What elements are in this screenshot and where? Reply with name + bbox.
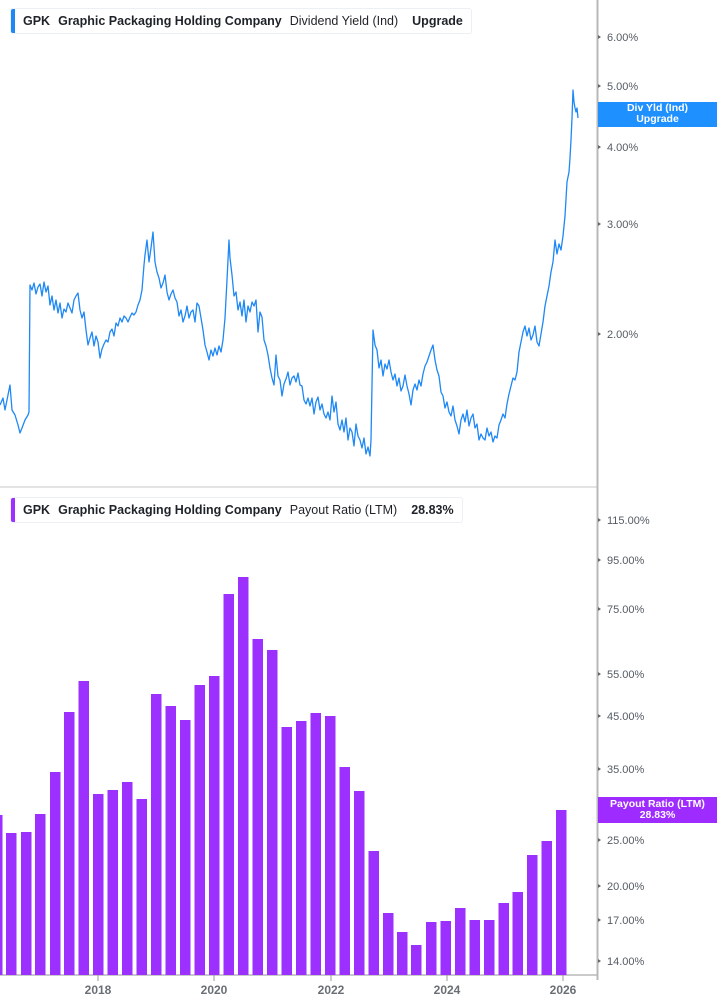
bar[interactable] — [368, 851, 380, 975]
svg-text:5.00%: 5.00% — [607, 81, 638, 93]
bar[interactable] — [498, 903, 510, 975]
bar[interactable] — [35, 814, 46, 975]
bar[interactable] — [383, 913, 394, 975]
bar[interactable] — [93, 794, 104, 975]
bar[interactable] — [310, 713, 322, 975]
bar[interactable] — [411, 945, 422, 975]
bar[interactable] — [484, 920, 495, 975]
bar[interactable] — [426, 922, 437, 975]
bar[interactable] — [397, 932, 408, 975]
bar[interactable] — [556, 810, 567, 975]
bar[interactable] — [325, 716, 336, 975]
svg-text:20.00%: 20.00% — [607, 881, 645, 893]
payout-ratio-bars — [0, 577, 567, 975]
payout-ratio-legend[interactable]: GPK Graphic Packaging Holding Company Pa… — [10, 497, 463, 523]
legend-company: Graphic Packaging Holding Company — [58, 14, 282, 28]
dividend-yield-line — [0, 89, 579, 457]
legend-metric: Dividend Yield (Ind) — [289, 14, 399, 28]
bar[interactable] — [64, 712, 75, 975]
legend-ticker: GPK — [23, 14, 51, 28]
bar[interactable] — [440, 921, 452, 975]
bar[interactable] — [296, 721, 307, 975]
bar[interactable] — [281, 727, 293, 975]
svg-text:2018: 2018 — [85, 983, 112, 997]
bar[interactable] — [50, 772, 61, 975]
bar[interactable] — [107, 790, 119, 975]
bar[interactable] — [165, 706, 177, 975]
bar[interactable] — [180, 720, 191, 975]
bar[interactable] — [252, 639, 264, 975]
svg-text:2022: 2022 — [318, 983, 345, 997]
bar[interactable] — [78, 681, 90, 975]
svg-text:14.00%: 14.00% — [607, 956, 645, 968]
bar[interactable] — [541, 841, 553, 975]
svg-text:17.00%: 17.00% — [607, 915, 645, 927]
bar[interactable] — [209, 676, 220, 975]
series-color-swatch — [11, 9, 15, 33]
legend-value: 28.83% — [411, 503, 454, 517]
bar[interactable] — [223, 594, 235, 975]
bar[interactable] — [267, 650, 278, 975]
payout-ratio-value-flag: Payout Ratio (LTM) 28.83% — [598, 797, 717, 823]
series-color-swatch — [11, 498, 15, 522]
upgrade-link[interactable]: Upgrade — [412, 14, 463, 28]
svg-text:55.00%: 55.00% — [607, 669, 645, 681]
bar[interactable] — [6, 833, 17, 975]
bar[interactable] — [0, 815, 3, 975]
svg-text:75.00%: 75.00% — [607, 604, 645, 616]
svg-text:3.00%: 3.00% — [607, 219, 638, 231]
dividend-yield-value-flag[interactable]: Div Yld (Ind) Upgrade — [598, 102, 717, 127]
top-y-axis: 6.00% 5.00% 4.00% 3.00% 2.00% — [598, 32, 638, 341]
bar[interactable] — [354, 791, 365, 975]
svg-text:2.00%: 2.00% — [607, 329, 638, 341]
svg-text:4.00%: 4.00% — [607, 142, 638, 154]
bar[interactable] — [455, 908, 466, 975]
svg-text:2020: 2020 — [201, 983, 228, 997]
flag-label: Div Yld (Ind) — [626, 102, 689, 114]
legend-company: Graphic Packaging Holding Company — [58, 503, 282, 517]
bar[interactable] — [21, 832, 32, 975]
bar[interactable] — [238, 577, 249, 975]
flag-label: Payout Ratio (LTM) — [610, 798, 705, 810]
bar[interactable] — [194, 685, 206, 975]
legend-ticker: GPK — [23, 503, 51, 517]
svg-text:115.00%: 115.00% — [607, 515, 650, 527]
svg-text:95.00%: 95.00% — [607, 555, 645, 567]
bar[interactable] — [122, 782, 133, 975]
flag-value: Upgrade — [636, 113, 679, 125]
svg-text:2026: 2026 — [550, 983, 577, 997]
bar[interactable] — [469, 920, 481, 975]
dividend-yield-legend[interactable]: GPK Graphic Packaging Holding Company Di… — [10, 8, 472, 34]
svg-text:2024: 2024 — [434, 983, 461, 997]
bar[interactable] — [512, 892, 524, 975]
x-axis: 2018 2020 2022 2024 2026 — [85, 975, 577, 997]
bar[interactable] — [136, 799, 148, 975]
flag-value: 28.83% — [639, 809, 676, 821]
svg-text:35.00%: 35.00% — [607, 764, 645, 776]
bottom-y-axis: 115.00% 95.00% 75.00% 55.00% 45.00% 35.0… — [598, 515, 650, 968]
svg-text:6.00%: 6.00% — [607, 32, 638, 44]
bar[interactable] — [151, 694, 162, 975]
legend-metric: Payout Ratio (LTM) — [289, 503, 398, 517]
svg-text:25.00%: 25.00% — [607, 835, 645, 847]
bar[interactable] — [339, 767, 351, 975]
svg-text:45.00%: 45.00% — [607, 711, 645, 723]
bar[interactable] — [527, 855, 538, 975]
